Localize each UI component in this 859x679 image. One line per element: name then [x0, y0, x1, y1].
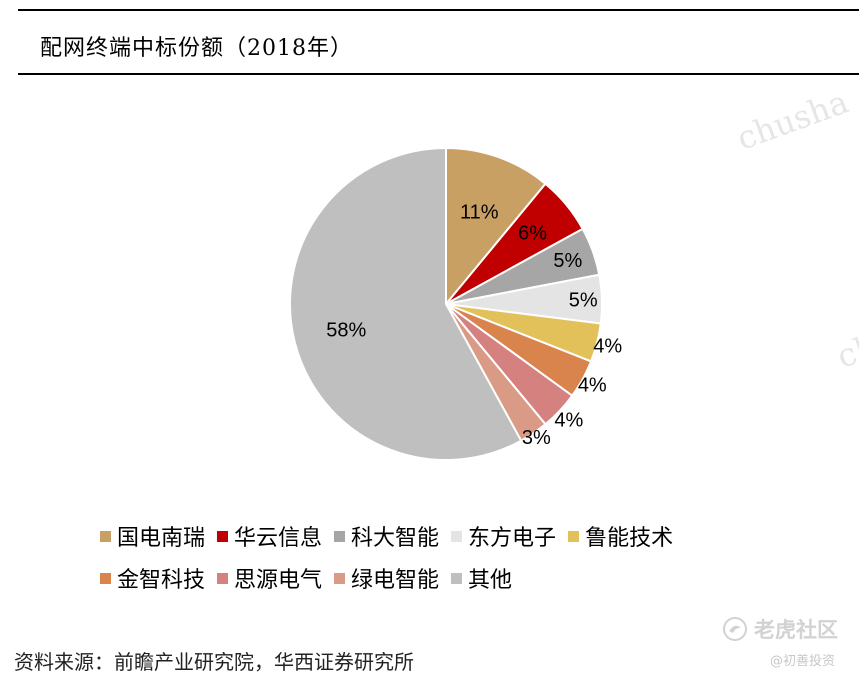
source-note: 资料来源：前瞻产业研究院，华西证券研究所 [14, 650, 414, 674]
legend-swatch [568, 530, 580, 542]
legend-label: 华云信息 [234, 526, 323, 551]
legend-item-4: 东方电子 [451, 520, 556, 552]
watermark-brand-name: 老虎社区 [754, 618, 838, 642]
legend-row-2: 金智科技 思源电气 绿电智能 其他 [100, 562, 524, 594]
legend-item-1: 国电南瑞 [100, 520, 205, 552]
legend-label: 其他 [468, 568, 513, 593]
slice-label-2: 6% [518, 222, 547, 244]
slice-label-5: 4% [593, 336, 622, 358]
legend-label: 东方电子 [468, 526, 557, 551]
legend-label: 绿电智能 [351, 568, 440, 593]
legend-label: 国电南瑞 [117, 526, 206, 551]
slice-label-1: 11% [460, 202, 499, 224]
legend-label: 鲁能技术 [585, 526, 674, 551]
legend-swatch [217, 530, 229, 542]
legend-item-2: 华云信息 [217, 520, 322, 552]
legend-item-6: 金智科技 [100, 562, 205, 594]
legend-swatch [451, 572, 463, 584]
legend-swatch [100, 572, 111, 584]
legend-item-5: 鲁能技术 [568, 520, 673, 552]
slice-label-6: 4% [578, 374, 607, 396]
pie-slice-9 [289, 146, 523, 461]
legend-item-9: 其他 [451, 562, 512, 594]
legend-item-8: 绿电智能 [334, 562, 439, 594]
legend-swatch [217, 572, 229, 584]
legend-label: 思源电气 [234, 568, 323, 593]
legend-label: 金智科技 [117, 568, 206, 593]
slice-label-3: 5% [553, 250, 582, 272]
legend-swatch [334, 572, 346, 584]
title-rule [18, 73, 859, 75]
legend-row-1: 国电南瑞 华云信息 科大智能 东方电子 鲁能技术 [100, 520, 685, 552]
chart-title: 配网终端中标份额（2018年） [40, 36, 353, 61]
slice-label-8: 3% [522, 427, 551, 449]
legend-swatch [451, 530, 463, 542]
legend-item-3: 科大智能 [334, 520, 439, 552]
watermark-handle: @初善投资 [770, 654, 836, 669]
slice-label-4: 5% [569, 290, 598, 312]
slice-label-7: 4% [554, 409, 583, 431]
top-rule [18, 9, 859, 11]
legend-swatch [100, 530, 111, 542]
watermark-brand: 老虎社区 [722, 614, 838, 644]
legend-item-7: 思源电气 [217, 562, 322, 594]
pie-slice-1 [445, 146, 547, 307]
tiger-logo-icon [723, 617, 747, 641]
slice-label-9: 58% [326, 320, 366, 342]
legend-label: 科大智能 [351, 526, 440, 551]
legend-swatch [334, 530, 346, 542]
